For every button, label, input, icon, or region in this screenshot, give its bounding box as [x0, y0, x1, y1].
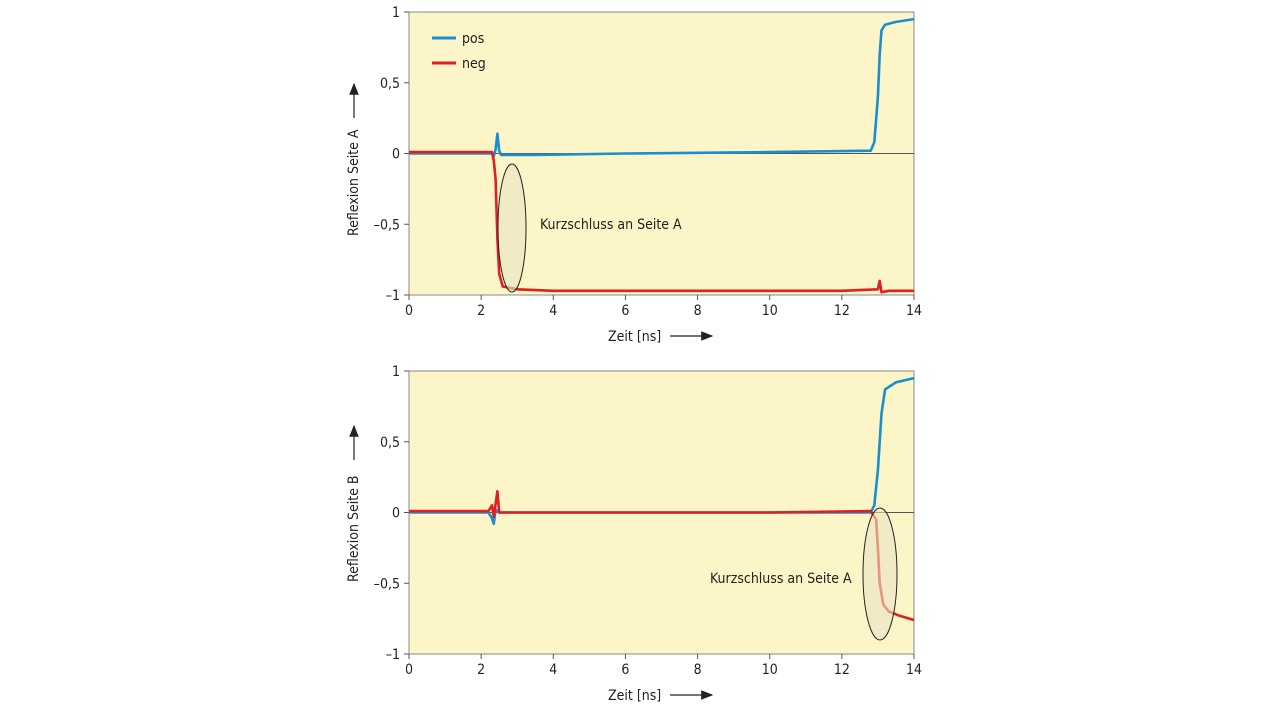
x-tick-label: 10	[762, 303, 778, 319]
chart-b-y-ticks: 1 0,5 0 –0,5 –1	[374, 364, 409, 663]
legend-pos-label: pos	[462, 31, 484, 47]
chart-a-legend: pos neg	[432, 31, 486, 72]
chart-b-annotation-ellipse	[862, 507, 898, 641]
chart-a: 0 2 4 6 8 10 12 14 1 0,5 0 –0,5 –1 Kurzschluss an S…	[346, 5, 922, 345]
y-tick-label: –1	[386, 288, 400, 304]
x-tick-label: 6	[621, 303, 629, 319]
y-tick-label: –1	[386, 647, 400, 663]
chart-a-series	[409, 17, 915, 294]
series-line-pos	[409, 17, 915, 158]
x-tick-label: 6	[621, 662, 629, 678]
y-tick-label: 0,5	[380, 435, 400, 451]
chart-b-annotation-text: Kurzschluss an Seite A	[710, 571, 852, 587]
x-tick-label: 2	[477, 662, 485, 678]
chart-b-x-ticks: 0 2 4 6 8 10 12 14	[405, 654, 922, 678]
y-tick-label: 0,5	[380, 76, 400, 92]
chart-b-y-axis-label: Reflexion Seite B	[346, 475, 362, 582]
chart-a-annotation-ellipse	[497, 163, 527, 293]
x-tick-label: 4	[549, 303, 557, 319]
x-tick-label: 8	[694, 303, 702, 319]
x-tick-label: 12	[834, 303, 850, 319]
chart-a-annotation-text: Kurzschluss an Seite A	[540, 217, 682, 233]
x-tick-label: 0	[405, 303, 413, 319]
y-tick-label: 1	[392, 5, 400, 21]
chart-a-x-ticks: 0 2 4 6 8 10 12 14	[405, 295, 922, 319]
chart-b: 0 2 4 6 8 10 12 14 1 0,5 0 –0,5 –1 Kurzschluss an S…	[346, 364, 922, 704]
chart-a-x-axis-label: Zeit [ns]	[608, 329, 661, 345]
x-tick-label: 14	[906, 662, 922, 678]
legend-neg-label: neg	[462, 56, 486, 72]
y-tick-label: –0,5	[374, 217, 400, 233]
x-tick-label: 4	[549, 662, 557, 678]
y-tick-label: 0	[392, 147, 400, 163]
x-tick-label: 10	[762, 662, 778, 678]
y-tick-label: 0	[392, 506, 400, 522]
x-tick-label: 14	[906, 303, 922, 319]
chart-b-x-axis-label: Zeit [ns]	[608, 688, 661, 704]
chart-a-y-axis-label: Reflexion Seite A	[346, 129, 362, 236]
series-line-neg	[409, 150, 914, 294]
chart-a-y-ticks: 1 0,5 0 –0,5 –1	[374, 5, 409, 304]
x-tick-label: 2	[477, 303, 485, 319]
x-tick-label: 8	[694, 662, 702, 678]
y-tick-label: –0,5	[374, 576, 400, 592]
x-tick-label: 12	[834, 662, 850, 678]
y-tick-label: 1	[392, 364, 400, 380]
x-tick-label: 0	[405, 662, 413, 678]
